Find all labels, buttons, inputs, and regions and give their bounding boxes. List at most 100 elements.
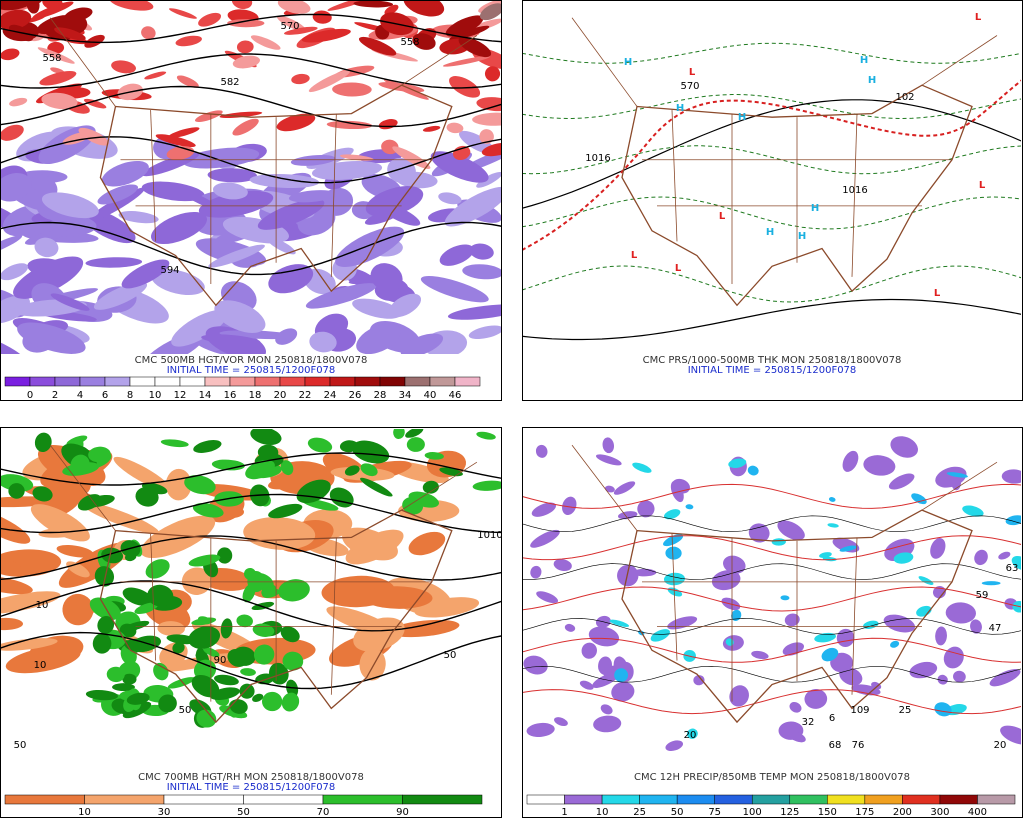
shaded-area xyxy=(484,66,501,82)
shaded-area xyxy=(327,1,372,11)
pressure-center: H xyxy=(798,231,806,242)
shaded-area xyxy=(184,475,216,495)
shaded-area xyxy=(34,237,59,258)
shaded-area xyxy=(412,33,436,50)
panel-frame xyxy=(522,427,1023,818)
shaded-area xyxy=(197,616,212,625)
shaded-area xyxy=(890,436,918,458)
colorbar-swatch xyxy=(526,794,565,805)
shaded-area xyxy=(212,182,248,200)
shaded-area xyxy=(167,677,195,689)
shaded-area xyxy=(911,493,927,505)
initial-time: INITIAL TIME = 250815/1200F078 xyxy=(688,365,857,376)
shaded-area xyxy=(261,691,283,712)
shaded-area xyxy=(252,693,264,702)
colorbar-swatch xyxy=(939,794,978,805)
shaded-area xyxy=(422,125,441,132)
shaded-area xyxy=(81,501,159,534)
shaded-area xyxy=(1,336,28,354)
map: 558 570 582 594 558 xyxy=(1,1,501,354)
shaded-area xyxy=(291,73,310,85)
shaded-area xyxy=(1,263,29,281)
contour xyxy=(523,93,1021,120)
contour xyxy=(523,515,1021,533)
state-border xyxy=(49,17,116,107)
contour xyxy=(1,221,501,276)
shaded-area xyxy=(339,154,374,161)
shaded-area xyxy=(268,264,314,294)
colorbar-label: 4 xyxy=(77,390,83,401)
shaded-area xyxy=(611,681,635,702)
shaded-area xyxy=(1,48,20,61)
shaded-area xyxy=(106,666,125,683)
shaded-area xyxy=(245,459,275,480)
shaded-area xyxy=(405,429,424,438)
state-border xyxy=(49,444,116,531)
state-border xyxy=(150,534,157,661)
shaded-area xyxy=(198,12,222,27)
shaded-area xyxy=(309,331,337,353)
shaded-area xyxy=(64,7,93,22)
shaded-area xyxy=(232,55,260,69)
contour-label: 6 xyxy=(829,713,835,724)
colorbar-swatch xyxy=(4,376,31,387)
shaded-area xyxy=(472,112,501,126)
shaded-area xyxy=(402,496,424,515)
contour xyxy=(1,493,501,534)
contour xyxy=(523,689,1021,715)
contour-label: 570 xyxy=(280,21,299,32)
shaded-area xyxy=(1,124,24,141)
shaded-area xyxy=(34,432,52,453)
colorbar-label: 6 xyxy=(102,390,108,401)
shaded-area xyxy=(278,579,310,602)
shaded-area xyxy=(290,154,336,166)
shaded-area xyxy=(935,626,947,646)
shaded-area xyxy=(50,293,90,311)
colorbar-swatch xyxy=(179,376,206,387)
pressure-center: H xyxy=(624,57,632,68)
colorbar-swatch xyxy=(751,794,791,805)
shaded-area xyxy=(600,704,613,715)
shaded-area xyxy=(188,554,221,567)
shaded-area xyxy=(883,614,916,633)
contour xyxy=(1,53,501,89)
panel-frame xyxy=(0,427,502,818)
shaded-area xyxy=(157,653,238,672)
shaded-area xyxy=(388,293,422,318)
colorbar-label: 12 xyxy=(174,390,187,401)
colorbar-swatch xyxy=(379,376,406,387)
shaded-area xyxy=(217,505,245,519)
pressure-center: L xyxy=(631,250,638,261)
shaded-area xyxy=(1,617,24,631)
country-border xyxy=(621,509,973,724)
shaded-area xyxy=(981,581,1001,586)
shaded-area xyxy=(122,673,137,685)
contour-label: 10 xyxy=(34,660,47,671)
contour xyxy=(1,136,501,184)
shaded-area xyxy=(588,626,620,647)
shaded-area xyxy=(344,465,360,476)
shaded-area xyxy=(56,544,94,558)
shaded-area xyxy=(342,527,398,561)
shaded-area xyxy=(112,683,135,692)
shaded-area xyxy=(13,256,84,299)
shaded-area xyxy=(28,12,49,23)
shaded-area xyxy=(155,134,196,148)
shaded-area xyxy=(711,570,741,591)
pressure-center: H xyxy=(860,55,868,66)
shaded-area xyxy=(168,127,200,138)
shaded-area xyxy=(403,1,445,17)
contour-label: 558 xyxy=(42,53,61,64)
state-border xyxy=(571,17,638,107)
shaded-area xyxy=(175,35,202,47)
shaded-area xyxy=(84,494,115,508)
colorbar-label: 34 xyxy=(399,390,412,401)
colorbar-swatch xyxy=(4,794,85,805)
shaded-area xyxy=(814,632,836,643)
shaded-area xyxy=(250,35,281,50)
caption: CMC 700MB HGT/RH MON 250818/1800V078 xyxy=(138,772,364,783)
shaded-area xyxy=(360,477,393,497)
shaded-area xyxy=(242,583,256,603)
colorbar-swatch xyxy=(454,376,481,387)
shaded-area xyxy=(553,559,572,571)
